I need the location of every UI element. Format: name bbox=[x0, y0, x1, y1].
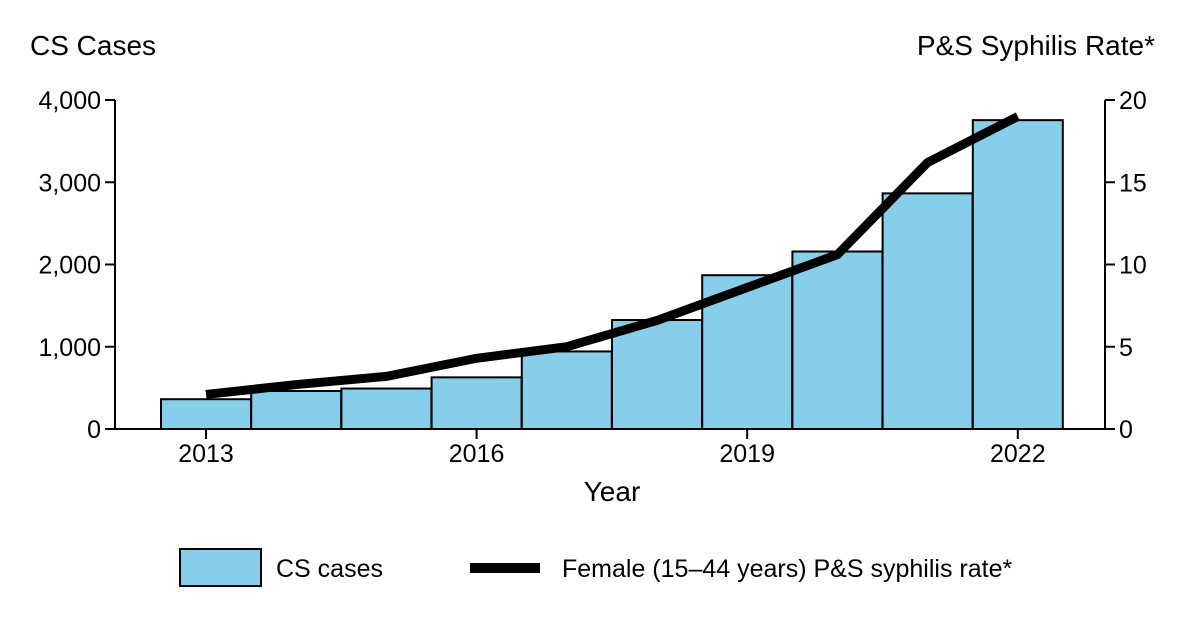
legend-label-rate: Female (15–44 years) P&S syphilis rate* bbox=[562, 555, 1012, 583]
right-tick-label: 20 bbox=[1119, 87, 1147, 115]
bar-2013 bbox=[160, 398, 252, 430]
legend: CS cases Female (15–44 years) P&S syphil… bbox=[179, 548, 1012, 587]
bar-2018 bbox=[611, 319, 703, 430]
left-tick-label: 1,000 bbox=[38, 334, 101, 362]
bar-2015 bbox=[340, 387, 433, 430]
x-axis-title: Year bbox=[584, 476, 641, 507]
legend-swatch-cs-cases bbox=[179, 548, 262, 587]
legend-label-cs-cases: CS cases bbox=[276, 555, 383, 583]
bar-2016 bbox=[430, 376, 523, 430]
bar-2022 bbox=[971, 119, 1064, 431]
right-tick-label: 0 bbox=[1119, 416, 1133, 444]
right-tick-label: 5 bbox=[1119, 334, 1133, 362]
left-axis-title: CS Cases bbox=[30, 30, 156, 61]
x-tick-label: 2013 bbox=[178, 440, 234, 468]
bar-2014 bbox=[250, 390, 343, 430]
x-tick-label: 2019 bbox=[719, 440, 775, 468]
bar-2017 bbox=[520, 350, 613, 431]
x-tick-label: 2022 bbox=[990, 440, 1046, 468]
left-tick-label: 0 bbox=[87, 416, 101, 444]
bar-2020 bbox=[791, 250, 884, 430]
bar-2021 bbox=[881, 192, 974, 430]
x-tick-label: 2016 bbox=[449, 440, 505, 468]
left-tick-label: 4,000 bbox=[38, 87, 101, 115]
left-tick-label: 2,000 bbox=[38, 252, 101, 280]
right-tick-label: 15 bbox=[1119, 169, 1147, 197]
right-axis-title: P&S Syphilis Rate* bbox=[917, 30, 1155, 61]
rate-line bbox=[205, 112, 1020, 399]
left-tick-label: 3,000 bbox=[38, 169, 101, 197]
right-tick-label: 10 bbox=[1119, 252, 1147, 280]
